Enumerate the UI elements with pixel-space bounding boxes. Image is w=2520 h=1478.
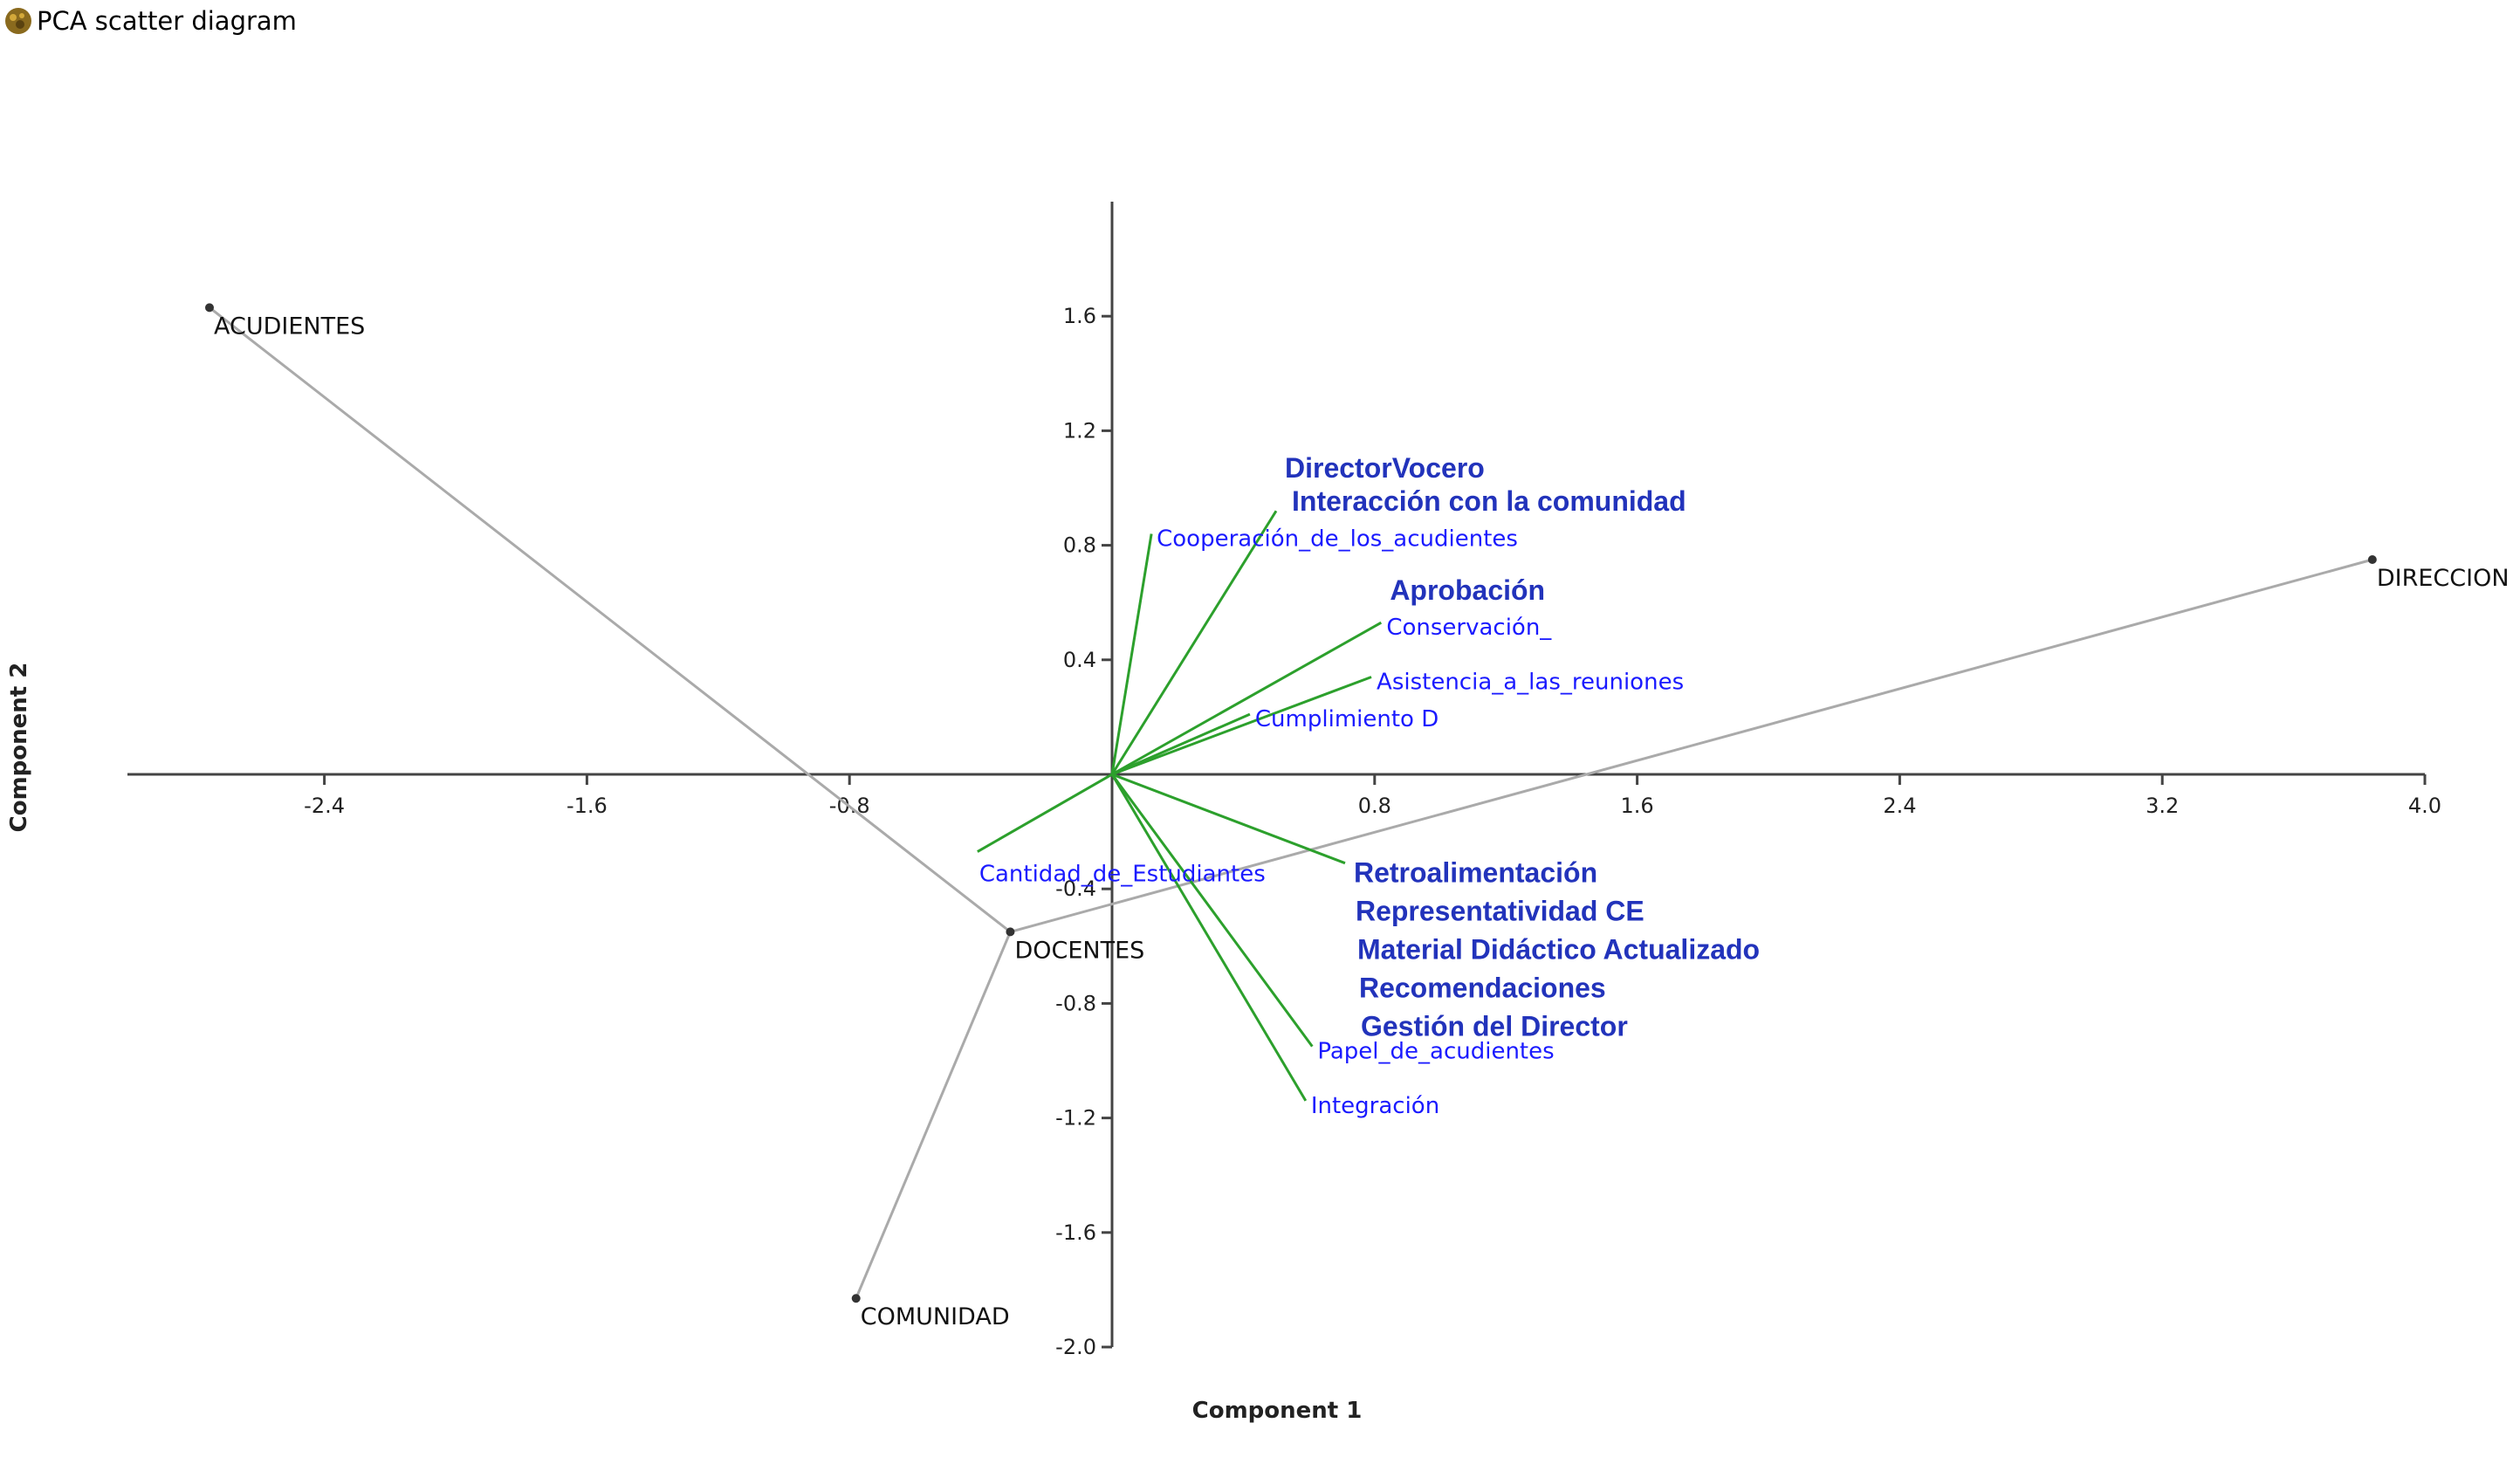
point-label-acudientes: ACUDIENTES: [214, 313, 365, 340]
point-comunidad: [851, 1294, 861, 1303]
loading-label-gestion-del-director: Gestión del Director: [1361, 1011, 1628, 1042]
loading-vector-retroalimentacion: [1111, 773, 1346, 865]
loading-label-directorvocero: DirectorVocero: [1285, 452, 1485, 484]
window-titlebar: PCA scatter diagram: [0, 0, 297, 42]
loading-label-cooperacion-de-los-acudientes: Cooperación_de_los_acudientes: [1157, 526, 1518, 552]
loading-vector-aprobacion: [1111, 621, 1383, 776]
y-tick-label: -0.8: [1055, 991, 1096, 1015]
loading-label-retroalimentacion: Retroalimentación: [1354, 857, 1597, 889]
y-tick-label: 0.4: [1063, 648, 1096, 672]
y-tick-label: -0.4: [1055, 876, 1096, 901]
loading-vectors: [977, 510, 1383, 1102]
window-title: PCA scatter diagram: [37, 6, 297, 36]
loading-vector-cantidad-de-estudiantes: [977, 773, 1113, 853]
pca-app-icon: [5, 8, 31, 34]
loading-vector-asistencia-a-las-reuniones: [1111, 676, 1372, 776]
y-tick-label: -1.6: [1055, 1220, 1096, 1245]
score-points: [205, 303, 2377, 1303]
y-tick-label: 1.2: [1063, 418, 1096, 443]
point-links: [209, 306, 2373, 1299]
loading-vector-cooperacion-de-los-acudientes: [1110, 533, 1153, 775]
axes: -2.4 -1.6 -0.8 0.8 1.6 2.4 3.2 4.0 1.6 1.2 0.8 0.4 -…: [6, 202, 2441, 1424]
loading-label-asistencia-a-las-reuniones: Asistencia_a_las_reuniones: [1377, 669, 1684, 695]
point-link-docentes-direccion: [1010, 558, 2373, 933]
x-tick-label: 0.8: [1358, 794, 1391, 818]
x-tick-label: 3.2: [2146, 794, 2179, 818]
loading-label-recomendaciones: Recomendaciones: [1359, 973, 1606, 1004]
loading-vector-cumplimiento-d: [1111, 712, 1251, 776]
x-tick-label: -2.4: [304, 794, 345, 818]
x-tick-label: -1.6: [566, 794, 608, 818]
loading-label-aprobacion: Aprobación: [1390, 574, 1545, 606]
x-axis-label: Component 1: [1192, 1398, 1363, 1424]
loading-label-cumplimiento-d: Cumplimiento D: [1255, 706, 1439, 732]
x-tick-label: 4.0: [2408, 794, 2441, 818]
loading-vector-directorvocero: [1110, 510, 1278, 775]
point-label-docentes: DOCENTES: [1014, 937, 1144, 964]
y-tick-label: -1.2: [1055, 1106, 1096, 1131]
loading-label-cantidad-de-estudiantes: Cantidad_de_Estudiantes: [979, 862, 1266, 888]
y-tick-label: -2.0: [1055, 1335, 1096, 1359]
point-link-docentes-comunidad: [855, 931, 1012, 1299]
point-docentes: [1006, 927, 1015, 937]
loading-label-papel-de-acudientes: Papel_de_acudientes: [1317, 1039, 1554, 1065]
loading-label-material-didactico-actualizado: Material Didáctico Actualizado: [1357, 934, 1760, 966]
loading-label-interaccion-con-la-comunidad: Interacción con la comunidad: [1292, 485, 1686, 517]
y-axis-label: Component 2: [6, 663, 32, 833]
y-tick-label: 1.6: [1063, 304, 1096, 328]
point-link-acudientes-docentes: [209, 306, 1012, 933]
point-direccion: [2367, 555, 2377, 564]
loading-label-representatividad-ce: Representatividad CE: [1356, 896, 1645, 927]
loading-label-conservacion: Conservación_: [1386, 615, 1552, 641]
x-tick-label: 1.6: [1621, 794, 1654, 818]
loading-label-integracion: Integración: [1311, 1093, 1439, 1119]
x-tick-label: 2.4: [1883, 794, 1916, 818]
y-tick-label: 0.8: [1063, 533, 1096, 558]
point-label-direccion: DIRECCION: [2377, 565, 2510, 592]
point-acudientes: [205, 303, 214, 313]
loading-vector-papel-de-acudientes: [1110, 773, 1314, 1048]
loading-vector-integracion: [1110, 773, 1308, 1102]
point-label-comunidad: COMUNIDAD: [861, 1303, 1010, 1330]
